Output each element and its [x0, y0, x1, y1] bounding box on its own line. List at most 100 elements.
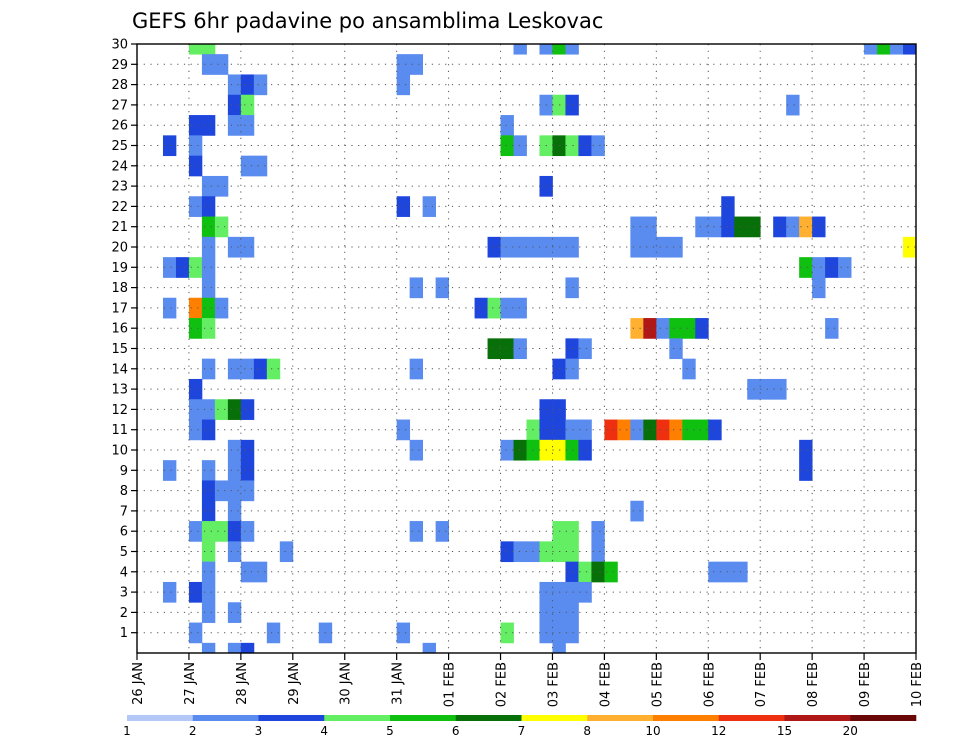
- heatmap-cell: [396, 419, 411, 441]
- colorbar-label: 10: [645, 724, 660, 738]
- heatmap-cell: [162, 135, 177, 157]
- heatmap-cell: [214, 480, 229, 502]
- heatmap-cell: [721, 561, 735, 583]
- heatmap-cell: [227, 439, 242, 461]
- heatmap-cell: [188, 378, 203, 400]
- heatmap-cell: [695, 419, 709, 441]
- heatmap-cell: [565, 521, 579, 542]
- y-tick-label: 26: [111, 119, 128, 134]
- heatmap-cell: [708, 561, 722, 583]
- heatmap-cell: [656, 419, 670, 441]
- heatmap-cell: [864, 44, 878, 55]
- heatmap-cell: [591, 521, 605, 542]
- heatmap-cell: [643, 216, 657, 238]
- heatmap-cell: [240, 480, 255, 502]
- y-tick-label: 21: [111, 220, 128, 235]
- colorbar-swatch: [587, 715, 654, 721]
- chart-title: GEFS 6hr padavine po ansamblima Leskovac: [132, 9, 603, 33]
- heatmap-cell: [396, 196, 411, 217]
- y-tick-label: 28: [111, 78, 128, 93]
- y-tick-label: 27: [111, 98, 128, 113]
- heatmap-cell: [227, 642, 242, 653]
- heatmap-cell: [773, 216, 787, 238]
- heatmap-cell: [201, 419, 216, 441]
- colorbar-label: 8: [583, 724, 591, 738]
- heatmap-cell: [500, 236, 514, 258]
- heatmap-cell: [500, 135, 514, 157]
- heatmap-cell: [201, 44, 216, 55]
- colorbar-swatch: [127, 715, 194, 721]
- heatmap-cell: [227, 500, 242, 522]
- x-tick-label: 26 JAN: [131, 662, 146, 705]
- heatmap-cell: [903, 44, 916, 55]
- heatmap-cell: [201, 277, 216, 299]
- heatmap-cell: [201, 581, 216, 603]
- x-tick-label: 02 FEB: [495, 662, 510, 707]
- heatmap-cell: [565, 622, 579, 644]
- heatmap-cell: [617, 419, 631, 441]
- heatmap-cell: [656, 236, 670, 258]
- heatmap-cell: [201, 318, 216, 339]
- heatmap-cell: [695, 318, 709, 339]
- heatmap-cell: [513, 439, 527, 461]
- heatmap-cell: [500, 541, 514, 563]
- heatmap-cell: [565, 236, 579, 258]
- heatmap-cell: [877, 44, 891, 55]
- heatmap-cell: [799, 460, 813, 481]
- heatmap-cell: [188, 257, 203, 278]
- heatmap-cell: [409, 277, 424, 299]
- heatmap-cell: [188, 44, 203, 55]
- heatmap-cell: [825, 257, 839, 278]
- heatmap-cell: [188, 135, 203, 157]
- heatmap-cell: [227, 521, 242, 542]
- heatmap-cell: [552, 44, 566, 55]
- x-tick-label: 30 JAN: [339, 662, 354, 705]
- heatmap-cell: [578, 581, 592, 603]
- colorbar-label: 15: [777, 724, 792, 738]
- heatmap-cell: [240, 74, 255, 96]
- heatmap-cell: [916, 34, 929, 55]
- heatmap-cell: [240, 94, 255, 116]
- heatmap-cell: [435, 277, 449, 299]
- heatmap-cell: [682, 358, 696, 380]
- x-tick-label: 10 FEB: [910, 662, 925, 707]
- heatmap-cell: [565, 581, 579, 603]
- heatmap-cell: [669, 419, 683, 441]
- heatmap-cell: [409, 358, 424, 380]
- heatmap-cell: [266, 622, 281, 644]
- heatmap-cell: [721, 216, 735, 238]
- heatmap-cell: [513, 236, 527, 258]
- heatmap-cell: [890, 44, 904, 55]
- colorbar-swatch: [521, 715, 588, 721]
- y-tick-label: 11: [111, 423, 128, 438]
- colorbar-label: 4: [320, 724, 328, 738]
- heatmap-cell: [565, 94, 579, 116]
- heatmap-cell: [435, 521, 449, 542]
- heatmap-cell: [578, 419, 592, 441]
- heatmap-cell: [591, 541, 605, 563]
- heatmap-cell: [227, 115, 242, 136]
- y-tick-label: 24: [111, 159, 128, 174]
- heatmap-cell: [669, 318, 683, 339]
- y-tick-label: 20: [111, 241, 128, 256]
- heatmap-cell: [266, 358, 281, 380]
- heatmap-cell: [188, 297, 203, 319]
- y-tick-label: 13: [111, 383, 128, 398]
- heatmap-cell: [201, 257, 216, 278]
- heatmap-cell: [201, 115, 216, 136]
- colorbar-swatch: [850, 715, 917, 721]
- heatmap-cell: [227, 399, 242, 420]
- y-tick-label: 18: [111, 281, 128, 296]
- heatmap-cell: [409, 439, 424, 461]
- heatmap-cell: [656, 318, 670, 339]
- heatmap-cell: [578, 135, 592, 157]
- heatmap-cell: [201, 642, 216, 653]
- heatmap-cell: [773, 378, 787, 400]
- heatmap-cell: [201, 216, 216, 238]
- heatmap-cell: [669, 338, 683, 360]
- colorbar-label: 7: [518, 724, 526, 738]
- heatmap-cell: [565, 277, 579, 299]
- colorbar-label: 6: [452, 724, 460, 738]
- colorbar-swatch: [718, 715, 785, 721]
